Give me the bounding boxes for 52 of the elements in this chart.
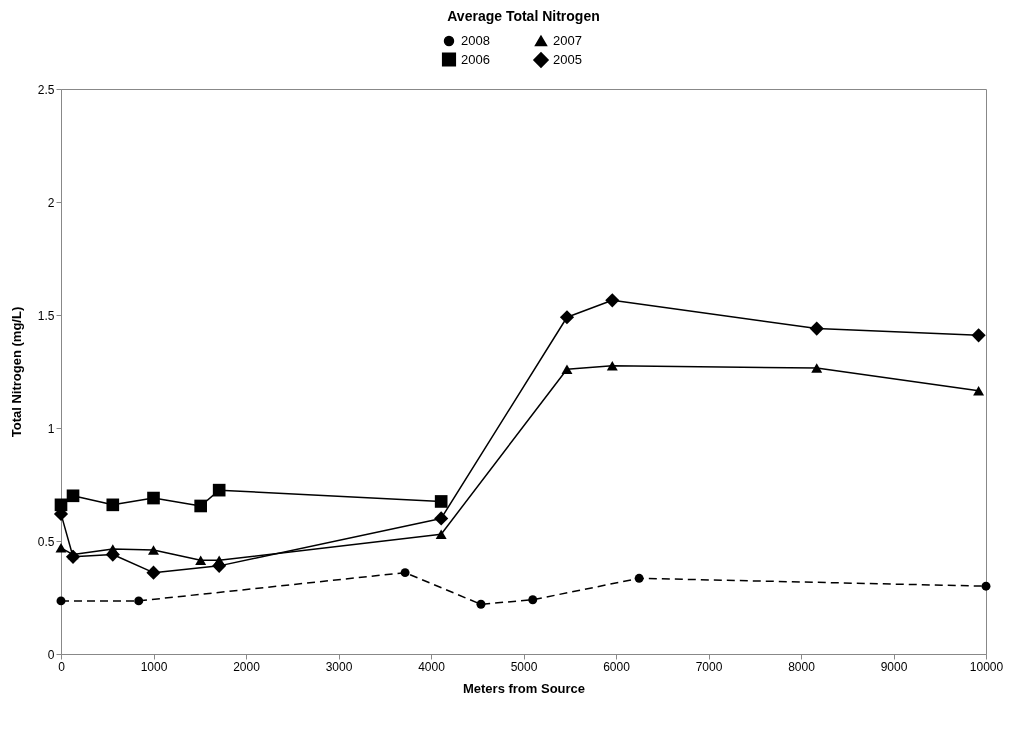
x-tick-label: 5000 <box>510 659 538 674</box>
legend-label: 2007 <box>553 32 582 48</box>
point <box>148 545 159 555</box>
point <box>634 573 644 583</box>
x-tick-label: 3000 <box>325 659 353 674</box>
point <box>212 483 226 497</box>
point <box>146 565 161 580</box>
point <box>194 499 207 513</box>
point <box>434 511 449 526</box>
point <box>66 489 80 503</box>
point <box>106 498 120 512</box>
point <box>971 328 986 343</box>
point <box>973 385 985 396</box>
x-tick-label: 4000 <box>418 659 446 674</box>
legend-label: 2005 <box>553 52 582 67</box>
y-axis-title: Total Nitrogen (mg/L) <box>8 306 24 438</box>
point <box>134 596 144 606</box>
point <box>561 364 573 374</box>
point <box>476 599 486 609</box>
point <box>981 581 991 591</box>
legend-label: 2008 <box>461 33 490 49</box>
x-tick-label: 8000 <box>788 659 816 674</box>
legend-label: 2006 <box>461 51 490 67</box>
x-axis-title: Meters from Source <box>462 680 586 696</box>
y-tick-label: 2 <box>47 195 55 210</box>
x-tick-label: 0 <box>58 659 66 674</box>
y-tick-label: 2.5 <box>37 82 55 97</box>
point <box>56 596 66 606</box>
point <box>809 321 824 336</box>
point <box>434 495 448 508</box>
y-tick-label: 1 <box>47 421 55 436</box>
point <box>400 568 410 578</box>
point <box>65 549 81 564</box>
point <box>435 529 447 539</box>
point <box>606 361 618 371</box>
y-tick-label: 0.5 <box>37 534 55 549</box>
point <box>811 363 823 373</box>
point <box>528 595 538 605</box>
point <box>559 310 575 325</box>
x-tick-label: 7000 <box>695 659 723 674</box>
y-tick-label: 1.5 <box>37 308 55 323</box>
x-tick-label: 6000 <box>603 659 631 674</box>
point <box>55 543 67 553</box>
x-tick-label: 2000 <box>233 659 261 674</box>
chart-title: Average Total Nitrogen <box>447 8 600 24</box>
y-tick-label: 0 <box>47 647 55 662</box>
point <box>147 491 160 505</box>
x-tick-label: 9000 <box>880 659 908 674</box>
x-tick-label: 10000 <box>969 659 1004 674</box>
x-tick-label: 1000 <box>140 659 168 674</box>
point <box>195 555 207 565</box>
point <box>605 293 620 308</box>
